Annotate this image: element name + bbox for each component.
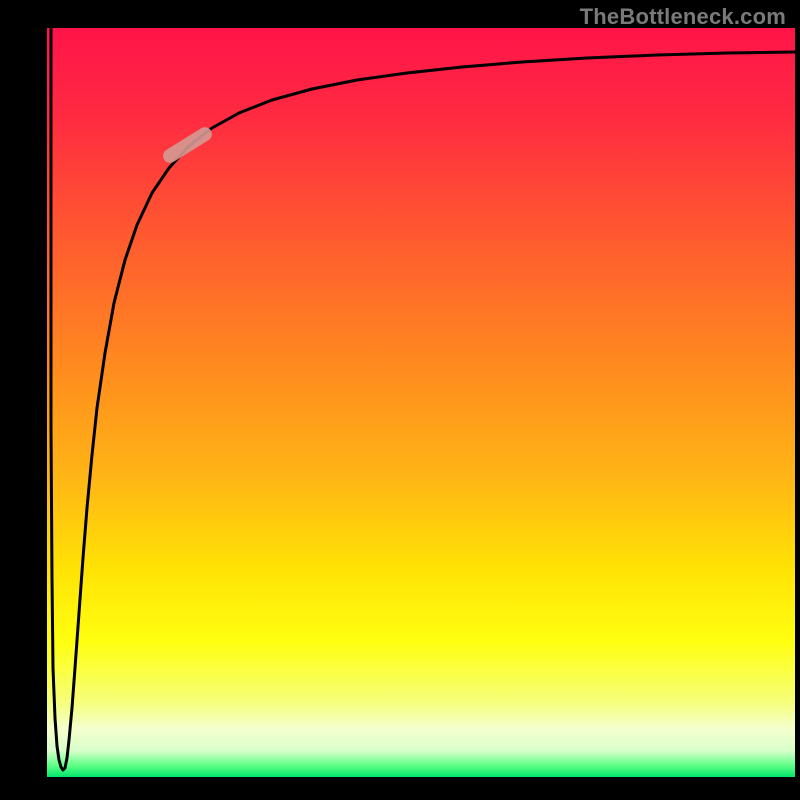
attribution-label: TheBottleneck.com	[580, 4, 786, 30]
chart-container: TheBottleneck.com	[0, 0, 800, 800]
curve-layer	[47, 28, 795, 777]
performance-curve	[51, 28, 795, 770]
plot-area	[47, 28, 795, 777]
